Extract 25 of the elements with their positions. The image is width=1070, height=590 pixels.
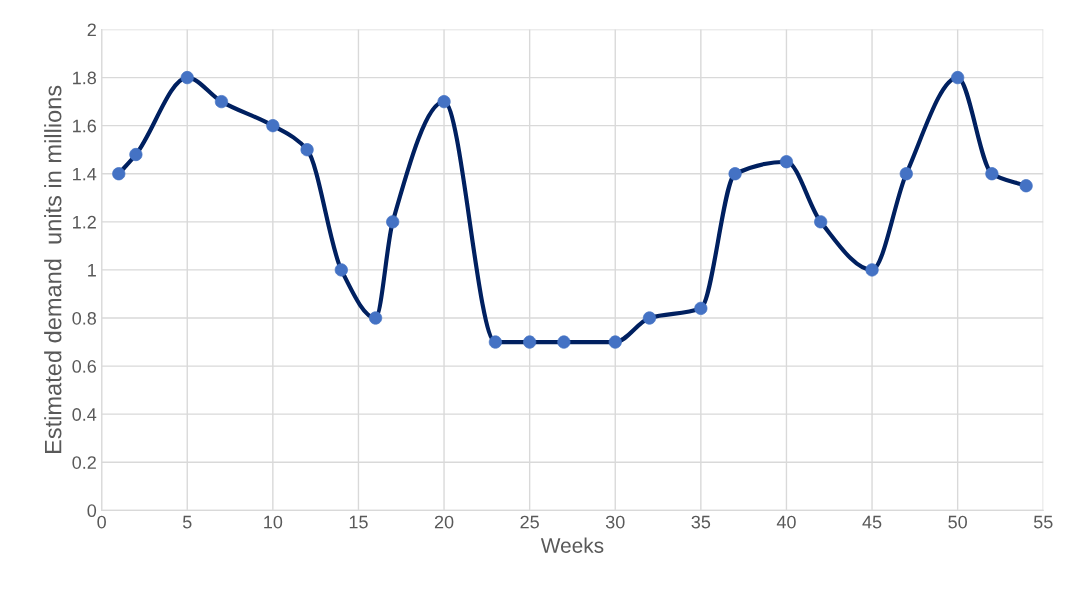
x-tick-label: 45 <box>862 515 882 529</box>
x-tick-label: 50 <box>948 515 967 529</box>
x-tick-label: 15 <box>349 515 368 529</box>
y-tick-label: 0.4 <box>72 408 97 421</box>
x-tick-label: 55 <box>1033 515 1053 529</box>
x-tick-label: 35 <box>691 515 711 529</box>
x-tick-label: 10 <box>264 515 283 529</box>
x-tick-label: 25 <box>520 515 539 529</box>
y-tick-label: 0.6 <box>72 360 96 373</box>
y-tick-label: 2 <box>87 23 96 37</box>
y-tick-label: 1.4 <box>73 167 97 181</box>
y-tick-label: 1.8 <box>73 71 97 85</box>
y-tick-label: 0 <box>87 504 97 518</box>
x-tick-label: 0 <box>97 515 106 529</box>
y-tick-label: 1 <box>88 264 96 277</box>
x-tick-label: 30 <box>605 515 625 529</box>
x-tick-label: 40 <box>776 515 796 529</box>
y-tick-label: 1.6 <box>73 119 96 133</box>
y-tick-label: 0.8 <box>72 311 97 325</box>
y-tick-label: 0.2 <box>72 456 96 469</box>
y-tick-label: 1.2 <box>73 215 96 229</box>
y-axis-title: Estimated demand units in millions <box>44 85 62 454</box>
x-tick-label: 20 <box>434 515 454 529</box>
x-tick-label: 5 <box>182 515 192 529</box>
x-axis-title: Weeks <box>540 537 604 553</box>
